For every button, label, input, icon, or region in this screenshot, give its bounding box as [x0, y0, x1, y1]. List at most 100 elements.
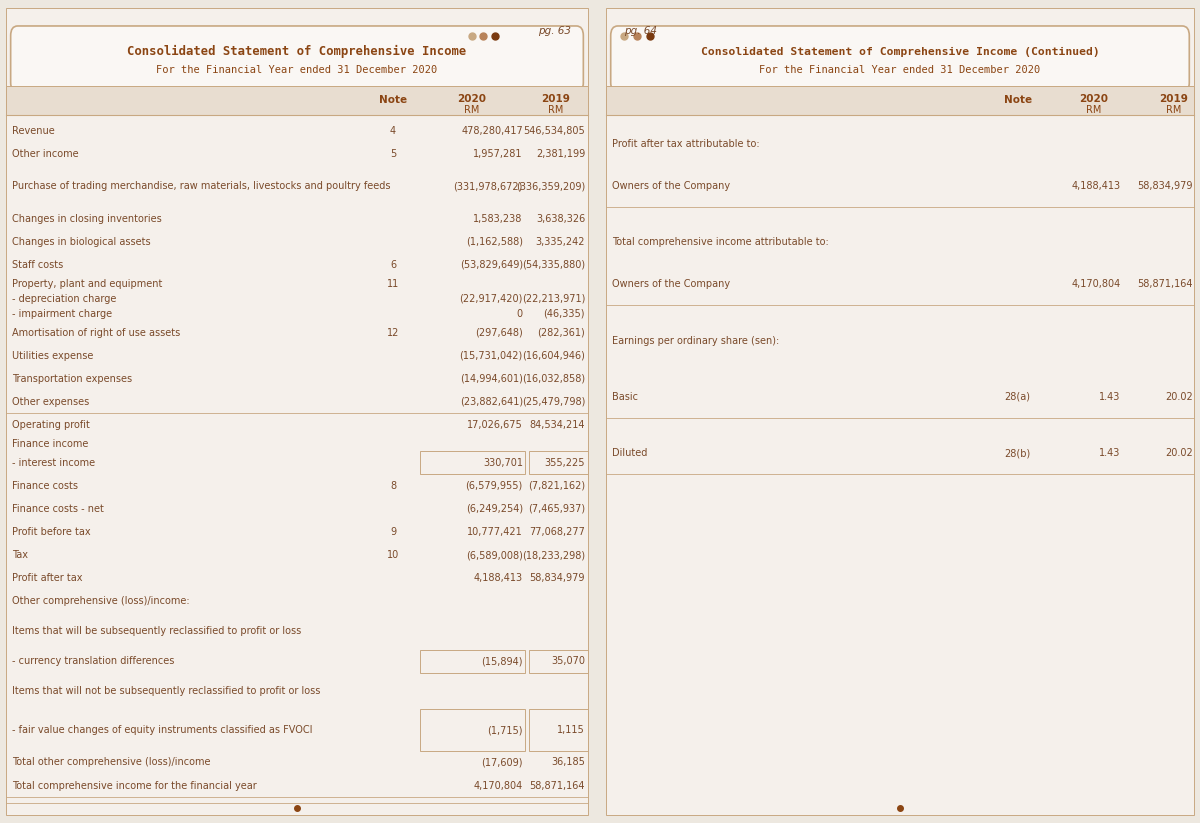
Text: 355,225: 355,225 [545, 458, 586, 468]
Text: - currency translation differences: - currency translation differences [12, 656, 174, 666]
Text: 4,170,804: 4,170,804 [1072, 279, 1121, 289]
Text: Property, plant and equipment: Property, plant and equipment [12, 279, 162, 289]
Text: 330,701: 330,701 [482, 458, 523, 468]
Text: 58,871,164: 58,871,164 [1138, 279, 1193, 289]
Text: 4,188,413: 4,188,413 [474, 573, 523, 584]
Text: For the Financial Year ended 31 December 2020: For the Financial Year ended 31 December… [760, 64, 1040, 75]
Text: RM: RM [464, 105, 479, 115]
Text: (6,249,254): (6,249,254) [466, 504, 523, 514]
Text: Finance costs - net: Finance costs - net [12, 504, 103, 514]
Text: 58,834,979: 58,834,979 [529, 573, 586, 584]
Text: 8: 8 [390, 481, 396, 491]
Text: 3,638,326: 3,638,326 [536, 214, 586, 224]
Text: 17,026,675: 17,026,675 [467, 420, 523, 430]
Text: (46,335): (46,335) [544, 309, 586, 319]
Text: Transportation expenses: Transportation expenses [12, 374, 132, 384]
Text: Owners of the Company: Owners of the Company [612, 181, 730, 191]
Text: Diluted: Diluted [612, 449, 647, 458]
Text: - interest income: - interest income [12, 458, 95, 468]
Text: 12: 12 [386, 328, 400, 337]
Text: (7,821,162): (7,821,162) [528, 481, 586, 491]
Bar [529, 649, 588, 672]
Text: 10,777,421: 10,777,421 [467, 527, 523, 537]
Text: - fair value changes of equity instruments classified as FVOCI: - fair value changes of equity instrumen… [12, 725, 312, 735]
Text: 4,188,413: 4,188,413 [1072, 181, 1121, 191]
Text: (23,882,641): (23,882,641) [460, 397, 523, 407]
Text: 3,335,242: 3,335,242 [535, 237, 586, 247]
Text: 1.43: 1.43 [1099, 392, 1121, 402]
Text: (18,233,298): (18,233,298) [522, 550, 586, 560]
Text: (54,335,880): (54,335,880) [522, 260, 586, 270]
FancyBboxPatch shape [11, 26, 583, 92]
Text: (16,604,946): (16,604,946) [522, 351, 586, 360]
Text: Total comprehensive income for the financial year: Total comprehensive income for the finan… [12, 780, 257, 791]
Text: Amortisation of right of use assets: Amortisation of right of use assets [12, 328, 180, 337]
Bar [529, 709, 588, 751]
Text: (14,994,601): (14,994,601) [460, 374, 523, 384]
Text: pg. 64: pg. 64 [624, 26, 656, 36]
Text: For the Financial Year ended 31 December 2020: For the Financial Year ended 31 December… [156, 64, 438, 75]
Bar [420, 649, 526, 672]
Text: (16,032,858): (16,032,858) [522, 374, 586, 384]
Text: (7,465,937): (7,465,937) [528, 504, 586, 514]
Text: (336,359,209): (336,359,209) [516, 181, 586, 192]
Text: Profit after tax: Profit after tax [12, 573, 83, 584]
Text: 1,583,238: 1,583,238 [474, 214, 523, 224]
Bar [606, 86, 1194, 114]
Text: Total other comprehensive (loss)/income: Total other comprehensive (loss)/income [12, 757, 210, 768]
Text: (15,731,042): (15,731,042) [460, 351, 523, 360]
Text: Other comprehensive (loss)/income:: Other comprehensive (loss)/income: [12, 596, 190, 607]
Text: 84,534,214: 84,534,214 [529, 420, 586, 430]
Text: 36,185: 36,185 [551, 757, 586, 768]
Text: Finance costs: Finance costs [12, 481, 78, 491]
Text: (25,479,798): (25,479,798) [522, 397, 586, 407]
Text: 6: 6 [390, 260, 396, 270]
Text: (6,589,008): (6,589,008) [466, 550, 523, 560]
Text: RM: RM [1165, 105, 1181, 115]
Text: 4,170,804: 4,170,804 [474, 780, 523, 791]
Bar [420, 709, 526, 751]
Text: Owners of the Company: Owners of the Company [612, 279, 730, 289]
Text: Consolidated Statement of Comprehensive Income: Consolidated Statement of Comprehensive … [127, 45, 467, 58]
Text: - impairment charge: - impairment charge [12, 309, 112, 319]
Text: Staff costs: Staff costs [12, 260, 64, 270]
Text: 478,280,417: 478,280,417 [461, 126, 523, 136]
Text: 2,381,199: 2,381,199 [536, 149, 586, 159]
Text: 28(a): 28(a) [1004, 392, 1031, 402]
Text: 77,068,277: 77,068,277 [529, 527, 586, 537]
Text: - depreciation charge: - depreciation charge [12, 294, 116, 304]
Text: (22,917,420): (22,917,420) [460, 294, 523, 304]
Bar [6, 86, 588, 114]
Text: 2019: 2019 [541, 95, 570, 105]
Text: Note: Note [379, 95, 407, 105]
Text: 35,070: 35,070 [551, 656, 586, 666]
Text: 2020: 2020 [1080, 95, 1109, 105]
Bar [529, 451, 588, 474]
Text: Changes in biological assets: Changes in biological assets [12, 237, 150, 247]
Text: 1,957,281: 1,957,281 [473, 149, 523, 159]
Text: 58,834,979: 58,834,979 [1138, 181, 1193, 191]
Text: Total comprehensive income attributable to:: Total comprehensive income attributable … [612, 237, 829, 247]
Text: (331,978,672): (331,978,672) [454, 181, 523, 192]
Text: RM: RM [1086, 105, 1102, 115]
Text: 10: 10 [386, 550, 400, 560]
Text: 546,534,805: 546,534,805 [523, 126, 586, 136]
Text: (15,894): (15,894) [481, 656, 523, 666]
Text: 4: 4 [390, 126, 396, 136]
Text: RM: RM [548, 105, 564, 115]
Text: Operating profit: Operating profit [12, 420, 90, 430]
Text: 2020: 2020 [457, 95, 486, 105]
Text: Changes in closing inventories: Changes in closing inventories [12, 214, 162, 224]
Text: Revenue: Revenue [12, 126, 54, 136]
Text: Profit before tax: Profit before tax [12, 527, 90, 537]
Text: (297,648): (297,648) [475, 328, 523, 337]
Text: Utilities expense: Utilities expense [12, 351, 94, 360]
FancyBboxPatch shape [611, 26, 1189, 92]
Text: 1,115: 1,115 [557, 725, 586, 735]
Text: 20.02: 20.02 [1165, 392, 1193, 402]
Text: 20.02: 20.02 [1165, 449, 1193, 458]
Text: Items that will not be subsequently reclassified to profit or loss: Items that will not be subsequently recl… [12, 686, 320, 696]
Text: Earnings per ordinary share (sen):: Earnings per ordinary share (sen): [612, 336, 779, 346]
Text: Tax: Tax [12, 550, 28, 560]
Text: 5: 5 [390, 149, 396, 159]
